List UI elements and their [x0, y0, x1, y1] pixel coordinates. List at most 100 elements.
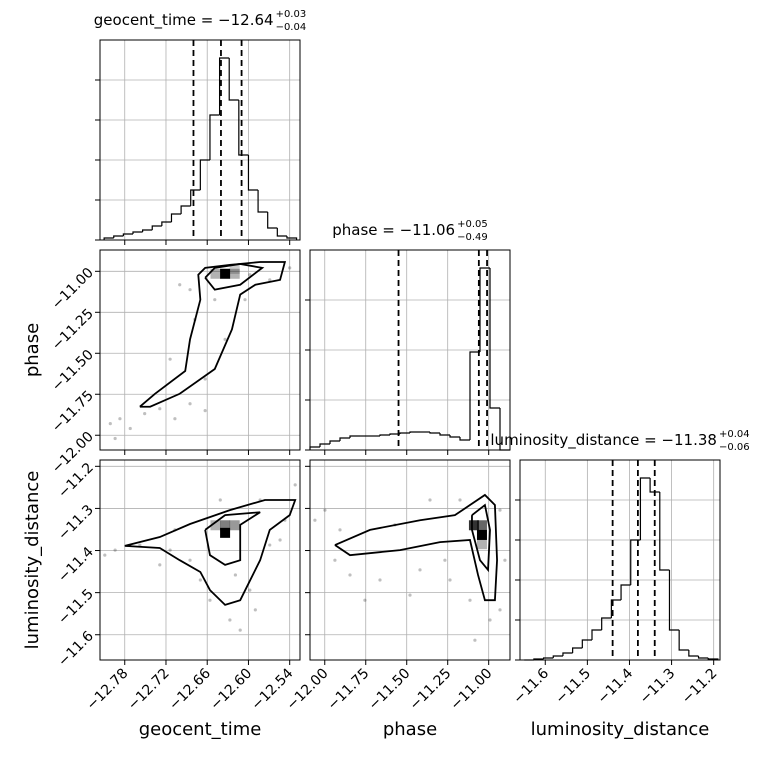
sample-point	[498, 608, 502, 612]
density-cell	[229, 520, 240, 531]
histogram-bin	[199, 159, 210, 190]
sample-point	[458, 498, 462, 502]
histogram-bin	[247, 155, 259, 191]
y-axis-label: phase	[22, 323, 43, 377]
sample-point	[188, 288, 192, 292]
histogram-bin	[469, 351, 480, 440]
sample-point	[473, 638, 477, 642]
histogram-bin	[170, 213, 182, 222]
sample-point	[268, 278, 272, 282]
panel-background	[100, 460, 300, 660]
histogram-bin	[459, 437, 470, 441]
sample-point	[268, 543, 272, 547]
histogram-bin	[659, 492, 670, 571]
sample-point	[443, 558, 447, 562]
sample-point	[313, 518, 317, 522]
x-axis-label: luminosity_distance	[531, 719, 710, 740]
histogram-bin	[601, 617, 612, 630]
sample-point	[348, 573, 352, 577]
sample-point	[238, 628, 242, 632]
histogram-bin	[122, 233, 133, 236]
sample-point	[503, 558, 507, 562]
sample-point	[103, 553, 107, 557]
histogram-bin	[319, 443, 330, 447]
density-cell	[468, 520, 479, 531]
sample-point	[408, 593, 412, 597]
histogram-bin	[678, 630, 689, 651]
histogram-bin	[228, 58, 239, 101]
x-tick-label: −11.5	[553, 666, 595, 708]
y-tick-label: −11.50	[49, 347, 97, 395]
x-tick-label: −11.4	[595, 665, 637, 707]
title-upper-error: +0.03	[276, 9, 307, 20]
sample-point	[228, 618, 232, 622]
y-tick-label: −11.5	[55, 586, 97, 628]
panel-border	[99, 249, 301, 451]
sample-point	[248, 273, 252, 277]
x-tick-label: −11.75	[325, 666, 373, 714]
panel-title: luminosity_distance = −11.38	[490, 431, 717, 450]
histogram-bin	[257, 190, 268, 213]
sample-point	[208, 598, 212, 602]
sample-point	[128, 426, 132, 431]
histogram-bin	[113, 235, 124, 238]
histogram-bin	[610, 599, 622, 618]
histogram-bin	[439, 433, 450, 436]
sample-point	[248, 588, 252, 592]
sample-point	[418, 568, 422, 572]
density-cell	[220, 520, 231, 531]
contour	[204, 263, 265, 291]
histogram-bin	[620, 584, 631, 600]
histogram-bin	[267, 212, 278, 229]
histogram-bin	[489, 268, 500, 409]
x-tick-label: −12.72	[125, 666, 173, 714]
histogram-bin	[591, 629, 602, 640]
x-tick-label: −11.00	[448, 666, 496, 714]
histogram-bin	[668, 570, 680, 631]
y-tick-label: −11.25	[49, 306, 97, 354]
x-tick-label: −11.6	[510, 665, 552, 707]
sample-point	[188, 558, 192, 562]
histogram-bin	[639, 477, 651, 540]
density-cell	[210, 520, 221, 531]
title-lower-error: −0.06	[719, 442, 750, 453]
histogram-bin	[552, 655, 563, 658]
histogram-bin	[572, 647, 583, 653]
histogram-bin	[581, 639, 592, 648]
sample-point	[218, 498, 222, 502]
title-lower-error: −0.49	[457, 232, 488, 243]
density-cell	[210, 268, 221, 279]
title-upper-error: +0.05	[457, 219, 488, 230]
histogram-bin	[449, 435, 460, 438]
panel-title: phase = −11.06	[332, 221, 455, 239]
contour	[334, 493, 498, 602]
sample-point	[178, 283, 182, 287]
panel-background	[310, 460, 510, 660]
panel-border	[519, 459, 721, 661]
sample-point	[213, 298, 217, 302]
histogram-bin	[697, 656, 709, 659]
title-lower-error: −0.04	[276, 22, 307, 33]
histogram-bin	[542, 657, 554, 659]
sample-point	[203, 409, 207, 413]
sample-point	[323, 508, 327, 512]
histogram-bin	[276, 228, 287, 237]
panel-border	[99, 39, 301, 241]
density-cell	[476, 520, 487, 531]
sample-point	[428, 498, 432, 502]
sample-point	[173, 417, 177, 421]
histogram-bin	[562, 652, 573, 656]
sample-point	[118, 417, 122, 421]
y-tick-label: −11.4	[55, 544, 97, 586]
y-tick-label: −11.6	[55, 628, 97, 670]
sample-point	[138, 543, 142, 547]
histogram-bin	[349, 435, 360, 438]
x-tick-label: −11.3	[637, 666, 679, 708]
y-tick-label: −11.3	[55, 502, 97, 544]
sample-point	[143, 412, 147, 416]
sample-point	[198, 578, 202, 582]
histogram-bin	[132, 231, 143, 234]
y-tick-label: −11.75	[49, 388, 97, 436]
histogram-bin	[218, 57, 230, 115]
